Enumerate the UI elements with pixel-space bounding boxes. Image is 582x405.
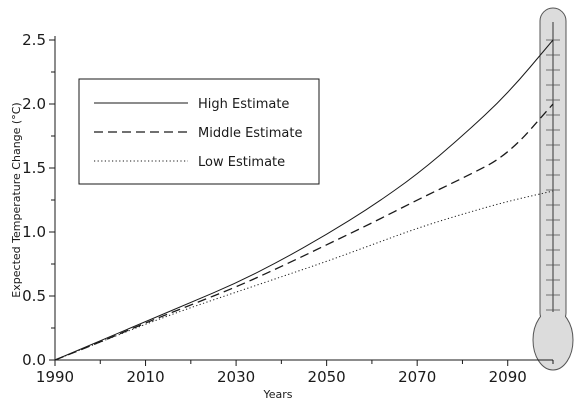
legend-label: Middle Estimate bbox=[198, 126, 303, 141]
x-tick-label: 2050 bbox=[308, 368, 346, 386]
x-axis-title: Years bbox=[262, 388, 292, 401]
x-tick-label: 2030 bbox=[217, 368, 255, 386]
y-tick-label: 0.5 bbox=[22, 287, 46, 305]
legend-label: High Estimate bbox=[198, 97, 289, 112]
x-tick-label: 2090 bbox=[489, 368, 527, 386]
axes: 1990 2010 2030 2050 2070 2090 0.0 0.5 1.0 1.5 2.0 2… bbox=[22, 31, 554, 386]
thermometer-icon bbox=[532, 7, 574, 371]
legend-label: Low Estimate bbox=[198, 155, 285, 170]
legend: High Estimate Middle Estimate Low Estimate bbox=[78, 78, 320, 185]
y-tick-label: 2.0 bbox=[22, 95, 46, 113]
series-line-high-estimate bbox=[54, 39, 554, 361]
series-line-middle-estimate bbox=[54, 103, 554, 361]
y-tick-label: 1.0 bbox=[22, 223, 46, 241]
legend-box bbox=[78, 78, 320, 185]
x-tick-label: 1990 bbox=[36, 368, 74, 386]
y-tick-label: 2.5 bbox=[22, 31, 46, 49]
series-line-low-estimate bbox=[54, 190, 554, 361]
y-tick-label: 1.5 bbox=[22, 159, 46, 177]
x-tick-label: 2010 bbox=[126, 368, 164, 386]
y-axis-title: Expected Temperature Change (°C) bbox=[10, 102, 23, 297]
y-tick-label: 0.0 bbox=[22, 351, 46, 369]
series-layer bbox=[54, 39, 554, 361]
x-tick-label: 2070 bbox=[398, 368, 436, 386]
